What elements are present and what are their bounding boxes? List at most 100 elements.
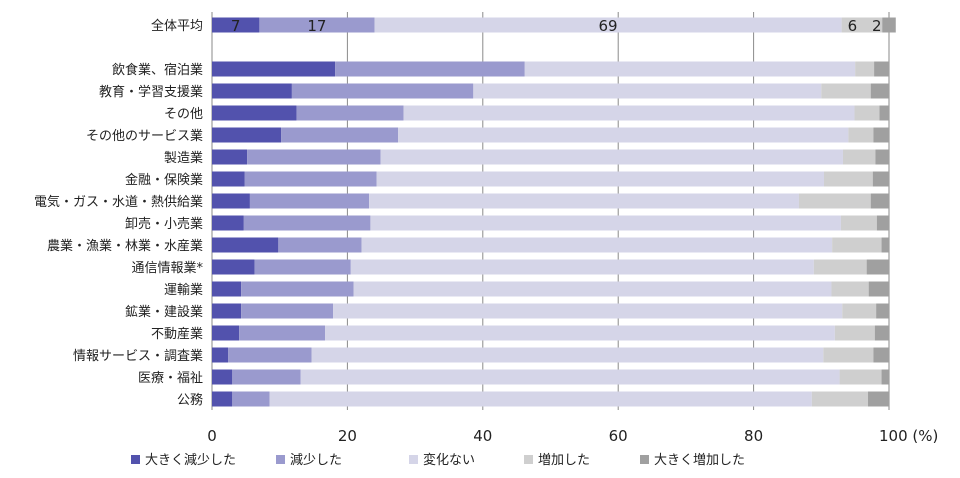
bar-segment	[212, 303, 242, 319]
bar-segment	[839, 369, 882, 385]
legend-swatch	[409, 455, 418, 464]
legend-swatch	[640, 455, 649, 464]
bar-segment	[876, 303, 889, 319]
bar-segment	[374, 17, 842, 33]
x-tick-label: 0	[207, 427, 217, 445]
bar-segment	[842, 303, 877, 319]
category-labels: 全体平均飲食業、宿泊業教育・学習支援業その他その他のサービス業製造業金融・保険業…	[34, 18, 204, 408]
bar-segment	[868, 391, 889, 407]
category-label: 公務	[177, 393, 203, 408]
bar-segment	[821, 83, 871, 99]
category-label: 情報サービス・調査業	[73, 348, 203, 364]
data-label: 17	[307, 17, 326, 35]
bar-segment	[854, 105, 880, 121]
category-label: その他のサービス業	[86, 128, 203, 144]
bar-segment	[824, 171, 873, 187]
bar-segment	[239, 325, 326, 341]
bar-segment	[212, 17, 260, 33]
legend-label: 大きく減少した	[145, 452, 236, 468]
bar-segment	[841, 17, 883, 33]
category-label: 教育・学習支援業	[99, 84, 203, 100]
category-label: 不動産業	[151, 326, 203, 342]
bar-segment	[831, 281, 869, 297]
bar-segment	[868, 281, 889, 297]
bar-segment	[842, 149, 876, 165]
bar-segment	[254, 259, 351, 275]
gridlines	[211, 12, 890, 410]
bar-segment	[376, 171, 825, 187]
bar-segment	[300, 369, 840, 385]
bar-segment	[296, 105, 404, 121]
bar-segment	[369, 193, 799, 209]
category-label: 通信情報業*	[131, 260, 203, 276]
category-label: 医療・福祉	[138, 371, 203, 386]
category-label: 運輸業	[164, 282, 203, 298]
bar-segment	[879, 105, 889, 121]
bar-segment	[380, 149, 843, 165]
category-label: 卸売・小売業	[125, 216, 203, 232]
bar-segment	[870, 83, 889, 99]
bar-segment	[811, 391, 869, 407]
legend-swatch	[276, 455, 285, 464]
bar-segment	[353, 281, 832, 297]
bar-segment	[840, 215, 877, 231]
bar-segment	[212, 149, 248, 165]
bar-segment	[212, 61, 336, 77]
legend-label: 変化ない	[423, 452, 475, 468]
bar-segment	[881, 237, 889, 253]
bar-segment	[798, 193, 871, 209]
bar-segment	[848, 127, 874, 143]
legend-label: 増加した	[538, 453, 590, 468]
bar-segment	[813, 259, 867, 275]
category-label: 農業・漁業・林業・水産業	[47, 238, 203, 254]
bar-segment	[247, 149, 381, 165]
bar-segment	[855, 61, 875, 77]
bar-segment	[212, 259, 255, 275]
category-label: 金融・保険業	[125, 172, 203, 188]
bar-segment	[212, 391, 233, 407]
category-label: 全体平均	[151, 18, 203, 34]
bar-segment	[212, 171, 245, 187]
legend-swatch	[524, 455, 533, 464]
legend-item: 減少した	[276, 452, 342, 468]
bar-segment	[278, 237, 362, 253]
legend: 大きく減少した 減少した 変化ない 増加した 大きく増加した	[131, 452, 745, 468]
category-label: 電気・ガス・水道・熱供給業	[34, 194, 203, 210]
bar-segment	[241, 281, 354, 297]
bar-segment	[876, 215, 889, 231]
bar-segment	[370, 215, 841, 231]
bar-segment	[866, 259, 889, 275]
bar-segment	[281, 127, 399, 143]
category-label: 製造業	[164, 150, 203, 166]
bar-segment	[335, 61, 525, 77]
bar-segment	[212, 215, 244, 231]
bar-segment	[398, 127, 849, 143]
bar-segment	[212, 83, 292, 99]
bar-segment	[212, 281, 242, 297]
category-label: 飲食業、宿泊業	[112, 62, 203, 78]
data-label: 6	[848, 17, 858, 35]
bar-segment	[874, 325, 889, 341]
bar-segment	[832, 237, 882, 253]
bar-segment	[243, 215, 371, 231]
bar-segment	[228, 347, 312, 363]
bar-segment	[291, 83, 474, 99]
bar-segment	[473, 83, 822, 99]
bar-segment	[524, 61, 856, 77]
bar-segment	[212, 369, 233, 385]
bar-segment	[872, 171, 889, 187]
bar-area	[212, 17, 896, 407]
bar-segment	[873, 347, 889, 363]
category-label: 鉱業・建設業	[125, 304, 203, 320]
legend-item: 変化ない	[409, 452, 475, 468]
bar-segment	[241, 303, 334, 319]
legend-item: 増加した	[524, 453, 590, 468]
bar-segment	[311, 347, 824, 363]
bar-segment	[244, 171, 377, 187]
x-axis-ticks: 0 20 40 60 80 100 (%)	[207, 427, 938, 445]
legend-swatch	[131, 455, 140, 464]
bar-segment	[870, 193, 889, 209]
bar-segment	[361, 237, 833, 253]
legend-item: 大きく増加した	[640, 453, 745, 468]
